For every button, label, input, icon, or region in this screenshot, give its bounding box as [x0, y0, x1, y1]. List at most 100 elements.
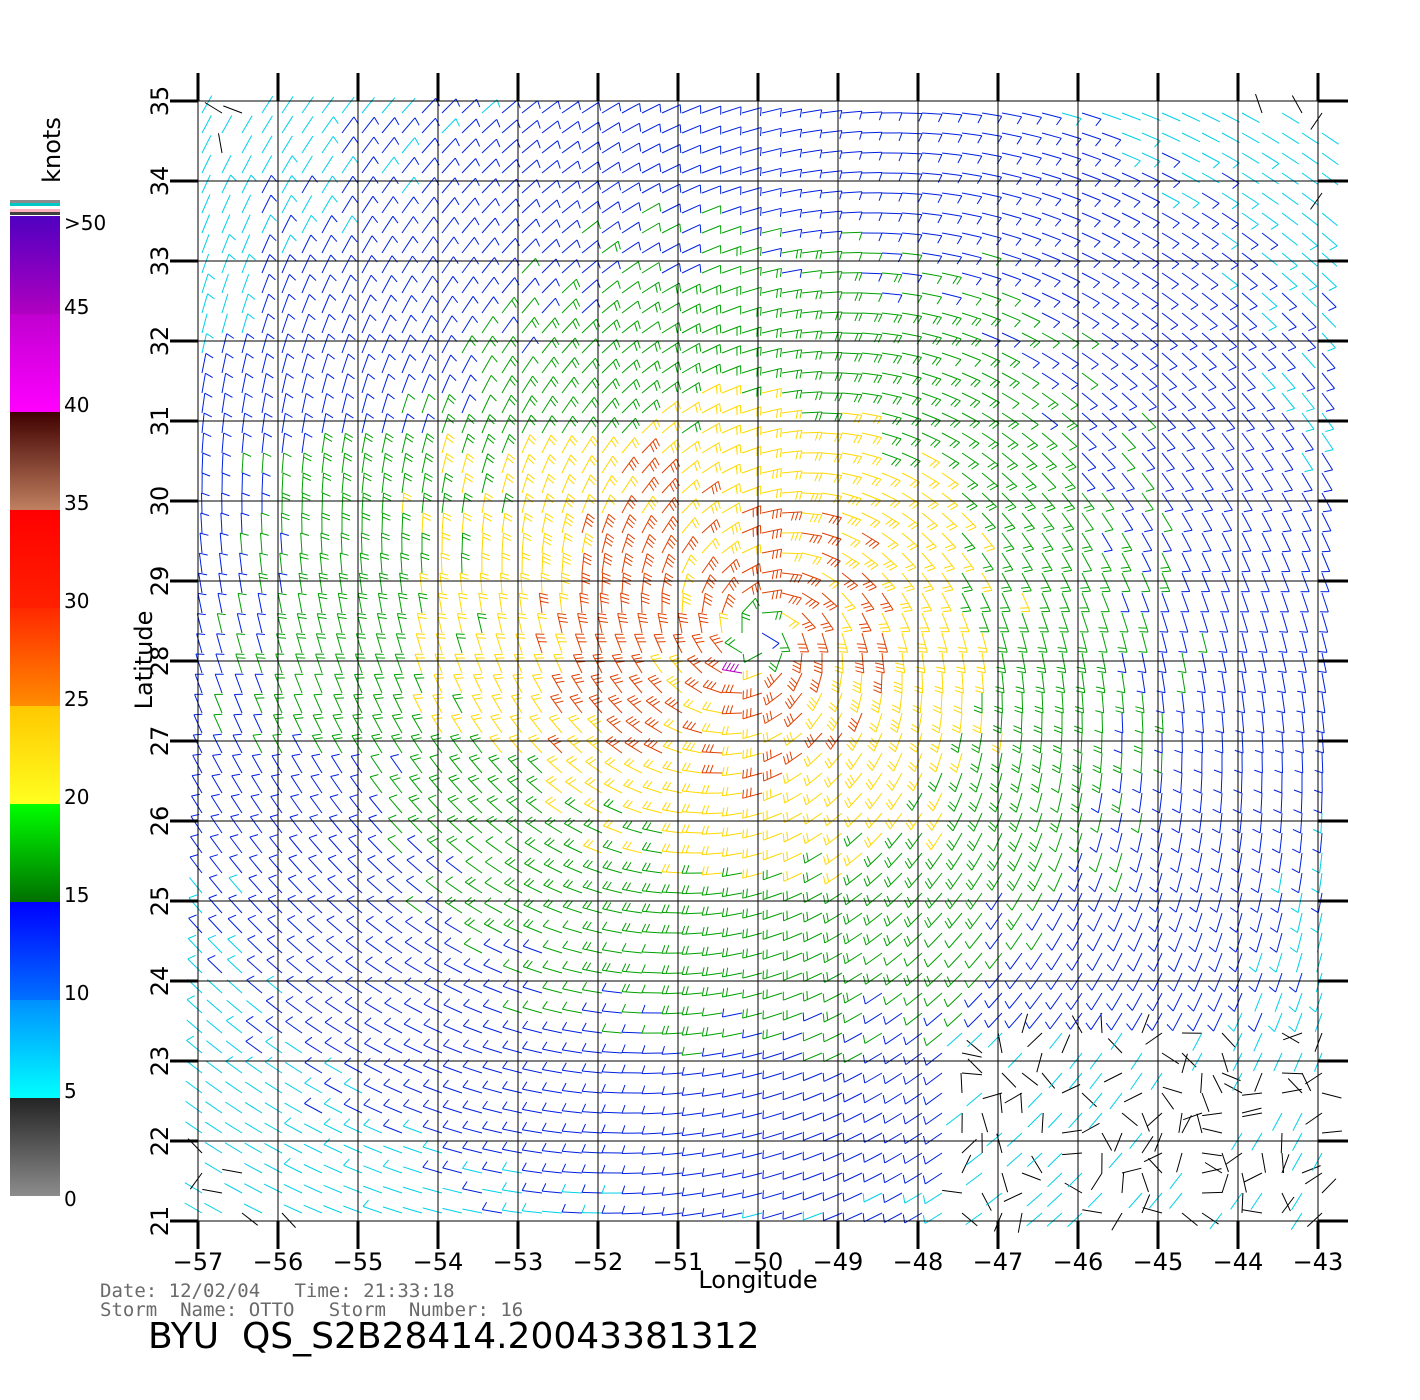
wind-barb: [384, 1023, 403, 1034]
wind-barb-feather: [462, 536, 471, 541]
wind-barb: [1101, 712, 1104, 734]
wind-barb: [1317, 892, 1323, 913]
wind-barb-feather: [721, 807, 725, 817]
wind-barb-feather: [325, 996, 333, 1003]
wind-barb-feather: [362, 1199, 369, 1207]
wind-barb: [974, 792, 983, 812]
wind-barb: [1026, 1192, 1043, 1207]
wind-barb: [582, 907, 603, 914]
wind-barb-feather: [974, 686, 984, 690]
wind-barb-feather: [546, 497, 554, 504]
wind-barb: [1291, 1152, 1303, 1171]
wind-barb-feather: [1189, 906, 1197, 913]
wind-barb: [1021, 512, 1035, 529]
wind-barb: [545, 780, 563, 794]
wind-barb-feather: [199, 532, 209, 536]
wind-barb-feather: [520, 576, 530, 580]
wind-barb-feather: [729, 684, 734, 693]
wind-barb-feather: [613, 700, 622, 705]
wind-barb-feather: [742, 989, 744, 999]
wind-barb-feather: [1050, 822, 1058, 829]
wind-barb-feather: [937, 647, 947, 649]
wind-barb: [859, 672, 863, 693]
wind-barb-feather: [579, 620, 588, 623]
wind-barb: [1121, 1112, 1138, 1127]
wind-barb: [581, 474, 591, 494]
wind-barb-feather: [569, 758, 577, 764]
wind-barb-feather: [786, 890, 788, 900]
wind-barb-feather: [482, 532, 491, 537]
wind-barb-feather: [741, 616, 751, 621]
wind-barb-feather: [509, 798, 518, 804]
wind-barb-feather: [419, 596, 428, 600]
wind-barb-feather: [527, 859, 535, 866]
wind-barb-feather: [360, 552, 369, 556]
wind-barb: [288, 837, 303, 854]
wind-barb-feather: [842, 935, 846, 945]
wind-barb-feather: [519, 596, 529, 600]
wind-barb-feather: [464, 492, 473, 498]
wind-barb-feather: [626, 537, 634, 544]
wind-barb-feather: [591, 697, 600, 702]
wind-barb-feather: [968, 840, 976, 848]
wind-barb: [338, 573, 343, 594]
wind-barb-feather: [1045, 1001, 1051, 1010]
wind-barb: [843, 1152, 863, 1163]
wind-barb-feather: [546, 900, 554, 908]
wind-barb-feather: [423, 1058, 430, 1066]
wind-barb-feather: [842, 1093, 845, 1103]
wind-barb: [569, 696, 583, 714]
wind-barb-feather: [734, 524, 738, 533]
wind-barb: [278, 573, 283, 594]
wind-barb-feather: [966, 863, 973, 871]
wind-barb: [1097, 792, 1103, 813]
wind-barb-feather: [621, 1165, 626, 1174]
wind-barb-feather: [709, 634, 718, 638]
wind-barb: [206, 979, 223, 994]
wind-barb-feather: [460, 576, 469, 580]
wind-barb-feather: [346, 895, 355, 901]
wind-barb-feather: [946, 523, 955, 529]
wind-barb-feather: [600, 592, 609, 596]
wind-barb: [803, 912, 823, 923]
wind-barb: [1200, 772, 1203, 794]
wind-barb-feather: [617, 613, 627, 616]
wind-barb-feather: [849, 721, 857, 729]
wind-barb: [601, 533, 608, 554]
wind-barb: [241, 472, 243, 494]
wind-barb: [515, 633, 523, 654]
wind-barb-feather: [541, 576, 550, 581]
wind-barb-feather: [782, 833, 785, 843]
wind-barb-feather: [620, 592, 629, 596]
wind-barb-feather: [620, 596, 630, 600]
wind-barb-feather: [293, 713, 302, 716]
wind-barb-feather: [995, 686, 1004, 690]
wind-barb-feather: [1295, 750, 1304, 754]
wind-barb-feather: [775, 489, 779, 499]
wind-barb: [403, 1105, 423, 1114]
wind-barb: [1277, 892, 1283, 913]
wind-barb: [502, 1169, 523, 1174]
wind-barb-feather: [701, 722, 707, 731]
wind-barb: [582, 989, 603, 994]
wind-barb-feather: [678, 616, 688, 620]
wind-barb: [413, 674, 423, 694]
wind-barb: [1254, 972, 1263, 992]
wind-barb: [298, 573, 303, 594]
wind-barb: [1055, 832, 1063, 853]
wind-barb: [482, 1168, 503, 1174]
wind-barb-feather: [581, 1184, 586, 1193]
wind-barb-feather: [771, 570, 775, 580]
wind-barb-feather: [798, 553, 803, 562]
wind-barb: [662, 850, 683, 854]
wind-barb-feather: [482, 1141, 488, 1149]
wind-barb-feather: [1095, 686, 1105, 690]
wind-barb-feather: [789, 732, 794, 741]
wind-barb: [611, 655, 623, 674]
wind-barb: [742, 752, 763, 759]
wind-barb-feather: [1179, 631, 1188, 633]
wind-barb: [450, 715, 463, 734]
wind-barb-feather: [885, 518, 893, 525]
wind-barb-feather: [411, 777, 421, 782]
wind-barb-feather: [1052, 745, 1062, 750]
